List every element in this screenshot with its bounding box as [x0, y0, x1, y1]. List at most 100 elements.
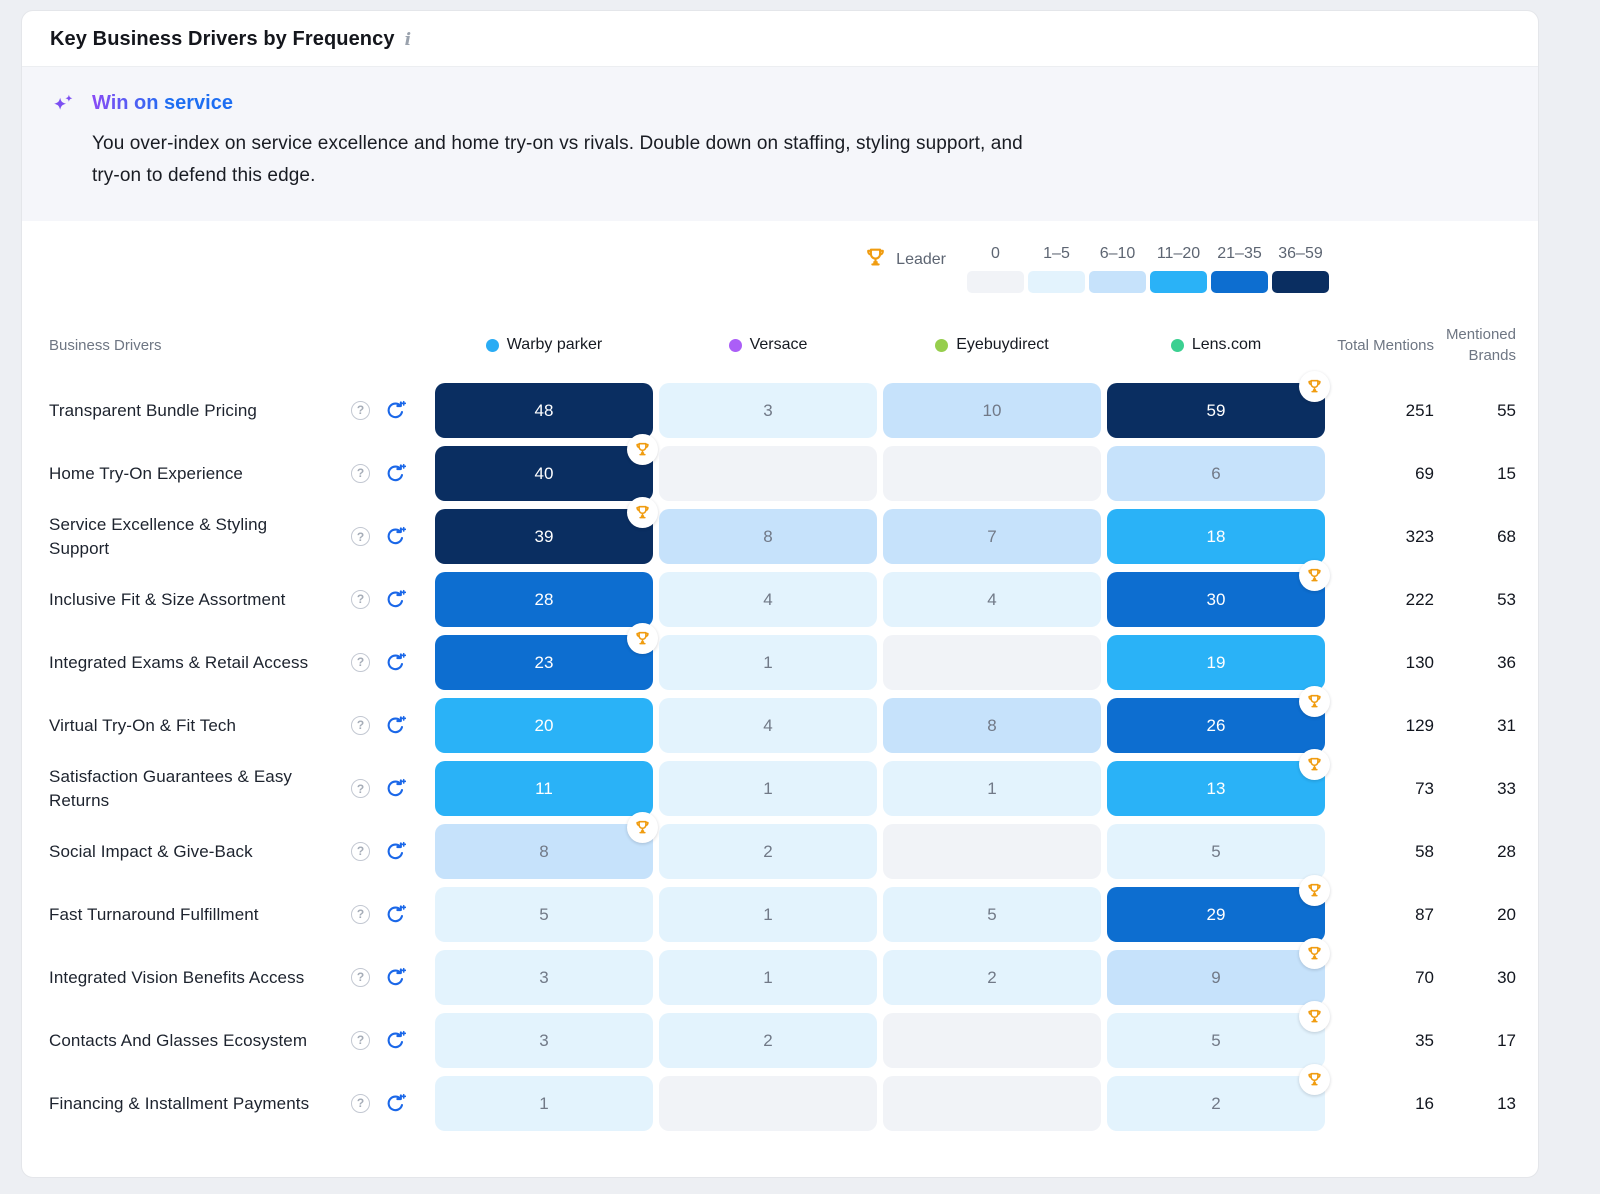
heat-cell[interactable]: 20	[435, 698, 653, 753]
heat-cell[interactable]: 59	[1107, 371, 1330, 438]
brand-dot-icon	[728, 338, 742, 352]
heat-cell[interactable]: 1	[659, 761, 877, 816]
refresh-icon[interactable]	[385, 652, 406, 673]
heat-cell[interactable]: 13	[1107, 749, 1330, 816]
heat-cell[interactable]: 8	[883, 698, 1101, 753]
refresh-icon[interactable]	[385, 1030, 406, 1051]
refresh-icon[interactable]	[385, 1093, 406, 1114]
heat-cell[interactable]: 3	[435, 1013, 653, 1068]
help-icon[interactable]: ?	[351, 652, 370, 672]
heat-cell[interactable]	[883, 1013, 1101, 1068]
refresh-icon[interactable]	[385, 778, 406, 799]
table-row: Service Excellence & Styling Support ? 3…	[49, 497, 1516, 564]
refresh-icon[interactable]	[385, 400, 406, 421]
heat-cell[interactable]: 8	[435, 812, 658, 879]
help-icon[interactable]: ?	[351, 1030, 370, 1050]
legend-bucket: 21–35	[1211, 245, 1268, 293]
heat-cell[interactable]: 7	[883, 509, 1101, 564]
help-icon[interactable]: ?	[351, 779, 370, 798]
insight-body: You over-index on service excellence and…	[92, 133, 1023, 186]
cell-value: 18	[1206, 526, 1226, 546]
legend-bucket-swatch	[1150, 271, 1207, 293]
heat-cell[interactable]: 48	[435, 383, 653, 438]
row-icons: ?	[351, 463, 406, 484]
heat-cell[interactable]: 28	[435, 572, 653, 627]
heat-cell[interactable]: 39	[435, 497, 658, 564]
cell-value: 1	[987, 778, 997, 798]
heat-cell[interactable]: 19	[1107, 635, 1325, 690]
leader-trophy-badge	[627, 812, 658, 843]
cell-value: 1	[539, 1093, 549, 1113]
driver-label: Service Excellence & Styling Support	[49, 514, 268, 558]
heat-cell[interactable]: 4	[659, 572, 877, 627]
table-row: Home Try-On Experience ? 40 6 69 15	[49, 434, 1516, 501]
cell-value: 11	[535, 778, 553, 798]
heat-cell[interactable]: 40	[435, 434, 658, 501]
heat-cell[interactable]: 1	[659, 950, 877, 1005]
heat-cell[interactable]	[883, 446, 1101, 501]
heat-cell[interactable]: 5	[883, 887, 1101, 942]
row-icons: ?	[351, 400, 406, 421]
heat-cell[interactable]	[883, 635, 1101, 690]
help-icon[interactable]: ?	[351, 841, 370, 861]
heat-cell[interactable]: 4	[883, 572, 1101, 627]
heat-cell[interactable]: 2	[659, 1013, 877, 1068]
cell-value: 2	[763, 841, 773, 861]
heat-cell[interactable]: 30	[1107, 560, 1330, 627]
mentioned-brands-header: Mentioned Brands	[1445, 326, 1516, 364]
heat-cell[interactable]: 5	[1107, 824, 1325, 879]
heat-cell[interactable]: 2	[1107, 1064, 1330, 1131]
cell-value: 23	[534, 652, 554, 672]
heat-cell[interactable]: 23	[435, 623, 658, 690]
heat-cell[interactable]: 1	[435, 1076, 653, 1131]
refresh-icon[interactable]	[385, 589, 406, 610]
leader-trophy-badge	[1299, 938, 1330, 969]
driver-cell: Social Impact & Give-Back ?	[49, 840, 429, 864]
heat-cell[interactable]: 1	[883, 761, 1101, 816]
heat-cell[interactable]: 5	[435, 887, 653, 942]
help-icon[interactable]: ?	[351, 904, 370, 924]
refresh-icon[interactable]	[385, 715, 406, 736]
cell-value: 26	[1206, 715, 1226, 735]
heat-cell[interactable]: 1	[659, 635, 877, 690]
refresh-icon[interactable]	[385, 526, 406, 547]
heat-cell[interactable]: 4	[659, 698, 877, 753]
heat-cell[interactable]: 26	[1107, 686, 1330, 753]
heat-cell[interactable]: 2	[659, 824, 877, 879]
refresh-icon[interactable]	[385, 967, 406, 988]
leader-trophy-badge	[1299, 1064, 1330, 1095]
help-icon[interactable]: ?	[351, 589, 370, 609]
heat-cell[interactable]: 1	[659, 887, 877, 942]
heat-cell[interactable]: 5	[1107, 1001, 1330, 1068]
total-mentions-value: 35	[1415, 1030, 1434, 1050]
heatmap-rows: Transparent Bundle Pricing ? 48 3 10 59 251…	[49, 371, 1516, 1131]
heat-cell[interactable]	[883, 824, 1101, 879]
row-icons: ?	[351, 778, 406, 799]
refresh-icon[interactable]	[385, 904, 406, 925]
heat-cell[interactable]	[659, 1076, 877, 1131]
heat-cell[interactable]: 29	[1107, 875, 1330, 942]
heat-cell[interactable]	[659, 446, 877, 501]
help-icon[interactable]: ?	[351, 463, 370, 483]
refresh-icon[interactable]	[385, 463, 406, 484]
heat-cell[interactable]: 18	[1107, 509, 1325, 564]
help-icon[interactable]: ?	[351, 400, 370, 420]
legend-bucket-label: 0	[991, 245, 1000, 262]
heat-cell[interactable]: 2	[883, 950, 1101, 1005]
refresh-icon[interactable]	[385, 841, 406, 862]
mentioned-brands-value: 53	[1497, 589, 1516, 609]
table-row: Contacts And Glasses Ecosystem ? 3 2 5 35 1…	[49, 1001, 1516, 1068]
heat-cell[interactable]: 8	[659, 509, 877, 564]
heat-cell[interactable]: 9	[1107, 938, 1330, 1005]
heat-cell[interactable]: 6	[1107, 446, 1325, 501]
heat-cell[interactable]: 10	[883, 383, 1101, 438]
heat-cell[interactable]	[883, 1076, 1101, 1131]
help-icon[interactable]: ?	[351, 527, 370, 546]
heat-cell[interactable]: 3	[659, 383, 877, 438]
help-icon[interactable]: ?	[351, 1093, 370, 1113]
help-icon[interactable]: ?	[351, 715, 370, 735]
heat-cell[interactable]: 11	[435, 761, 653, 816]
info-icon[interactable]: i	[404, 30, 412, 50]
heat-cell[interactable]: 3	[435, 950, 653, 1005]
help-icon[interactable]: ?	[351, 967, 370, 987]
